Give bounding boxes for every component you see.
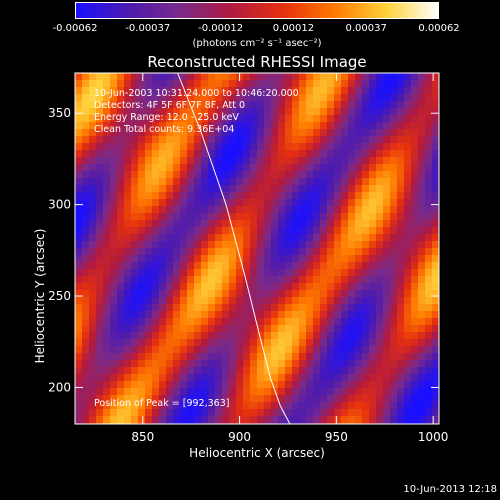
colorbar-tick-label: 0.00062 — [418, 23, 460, 34]
x-tick-label: 900 — [228, 430, 251, 444]
x-tick-label: 950 — [325, 430, 348, 444]
plot-frame — [74, 72, 440, 425]
peak-position-label: Position of Peak = [992,363] — [94, 398, 230, 409]
y-tick-label: 250 — [48, 289, 71, 303]
y-tick-label: 200 — [48, 380, 71, 394]
colorbar-tick-label: -0.00012 — [198, 23, 244, 34]
x-tick-label: 850 — [131, 430, 154, 444]
colorbar-tick-label: 0.00012 — [272, 23, 315, 34]
colorbar — [75, 2, 439, 19]
info-energy-range: Energy Range: 12.0 - 25.0 keV — [94, 112, 239, 123]
colorbar-tick-label: -0.00037 — [125, 23, 171, 34]
heatmap-image — [75, 73, 439, 424]
y-tick-label: 300 — [48, 198, 71, 212]
y-tick-label: 350 — [48, 106, 71, 120]
x-axis-label: Heliocentric X (arcsec) — [189, 446, 325, 460]
x-tick-label: 1000 — [418, 430, 449, 444]
chart-title: Reconstructed RHESSI Image — [147, 53, 367, 71]
y-axis-label: Heliocentric Y (arcsec) — [33, 228, 47, 364]
solar-limb-line — [177, 72, 291, 425]
info-detectors: Detectors: 4F 5F 6F 7F 8F, Att 0 — [94, 100, 246, 111]
footer-timestamp: 10-Jun-2013 12:18 — [403, 484, 497, 495]
colorbar-tick-label: -0.00062 — [52, 23, 98, 34]
colorbar-unit-label: (photons cm⁻² s⁻¹ asec⁻²) — [192, 38, 322, 49]
colorbar-tick-label: 0.00037 — [345, 23, 387, 34]
info-time-range: 10-Jun-2003 10:31:24.000 to 10:46:20.000 — [94, 88, 299, 99]
info-total-counts: Clean Total counts: 9.36E+04 — [94, 124, 235, 135]
